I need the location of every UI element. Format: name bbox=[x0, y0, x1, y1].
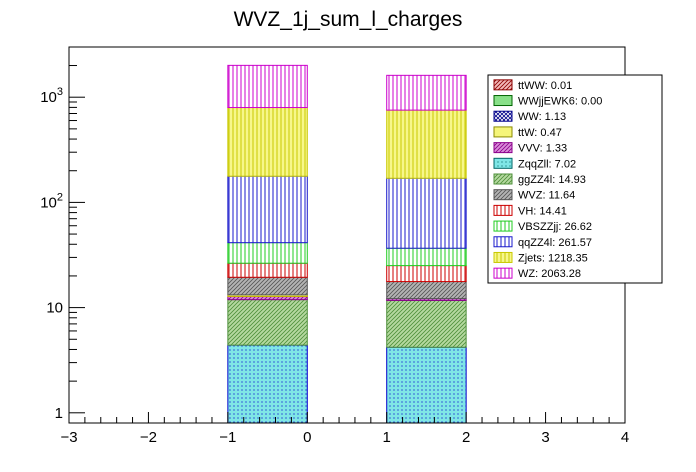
legend-swatch bbox=[493, 220, 513, 232]
bar-segment bbox=[386, 265, 467, 283]
x-tick-label: 3 bbox=[541, 429, 549, 446]
legend-swatch bbox=[493, 236, 513, 248]
y-tick-label: 102 bbox=[40, 191, 63, 211]
bar-segment bbox=[227, 175, 308, 244]
legend-swatch bbox=[493, 95, 513, 107]
legend-label: VH: 14.41 bbox=[518, 205, 567, 217]
x-tick-label: −1 bbox=[219, 429, 236, 446]
y-tick-label: 1 bbox=[55, 405, 63, 422]
legend-label: ttWW: 0.01 bbox=[518, 80, 572, 92]
bar-segment bbox=[386, 247, 467, 267]
legend-box bbox=[487, 74, 663, 284]
y-tick-label: 10 bbox=[46, 300, 63, 317]
legend-label: qqZZ4l: 261.57 bbox=[518, 237, 592, 249]
legend-label: WVZ: 11.64 bbox=[518, 190, 575, 202]
legend-label: VVV: 1.33 bbox=[518, 143, 567, 155]
x-axis: −3 −2 −1 0 1 2 3 4 bbox=[60, 412, 629, 446]
x-tick-label: −2 bbox=[140, 429, 157, 446]
legend: ttWW: 0.01 WWjjEWK6: 0.00 WW: 1.13 ttW: 0.4… bbox=[487, 74, 663, 284]
legend-label: WW: 1.13 bbox=[518, 111, 566, 123]
legend-swatch bbox=[493, 189, 513, 201]
bar-segment bbox=[227, 299, 308, 346]
legend-swatch bbox=[493, 79, 513, 91]
legend-label: WWjjEWK6: 0.00 bbox=[518, 96, 602, 108]
bar-segment bbox=[227, 262, 308, 278]
bar-segment bbox=[386, 74, 467, 111]
histogram-bars bbox=[227, 64, 467, 424]
bar-segment bbox=[227, 242, 308, 264]
legend-swatch bbox=[493, 251, 513, 263]
x-tick-label: −3 bbox=[60, 429, 77, 446]
bar-segment bbox=[386, 299, 467, 348]
chart-title: WVZ_1j_sum_l_charges bbox=[234, 8, 463, 31]
x-tick-label: 4 bbox=[621, 429, 629, 446]
legend-label: Zjets: 1218.35 bbox=[518, 252, 588, 264]
bar-segment bbox=[386, 109, 467, 179]
x-tick-label: 1 bbox=[383, 429, 391, 446]
bar-segment bbox=[386, 177, 467, 249]
y-axis: 1 10 102 103 bbox=[40, 46, 85, 422]
legend-label: WZ: 2063.28 bbox=[518, 268, 581, 280]
legend-swatch bbox=[493, 173, 513, 185]
bar-segment bbox=[227, 344, 308, 424]
legend-label: ggZZ4l: 14.93 bbox=[518, 174, 586, 186]
bar-segment bbox=[386, 281, 467, 300]
bar-segment bbox=[227, 64, 308, 109]
legend-swatch bbox=[493, 142, 513, 154]
x-tick-label: 0 bbox=[303, 429, 311, 446]
legend-swatch bbox=[493, 110, 513, 122]
legend-label: ttW: 0.47 bbox=[518, 127, 562, 139]
legend-label: VBSZZjj: 26.62 bbox=[518, 221, 592, 233]
bar-segment bbox=[386, 346, 467, 424]
x-tick-label: 2 bbox=[462, 429, 470, 446]
bar-segment bbox=[227, 107, 308, 177]
legend-label: ZqqZll: 7.02 bbox=[518, 158, 576, 170]
legend-swatch bbox=[493, 267, 513, 279]
legend-swatch bbox=[493, 126, 513, 138]
legend-swatch bbox=[493, 157, 513, 169]
y-tick-label: 103 bbox=[40, 86, 63, 106]
bar-segment bbox=[227, 276, 308, 296]
legend-swatch bbox=[493, 204, 513, 216]
